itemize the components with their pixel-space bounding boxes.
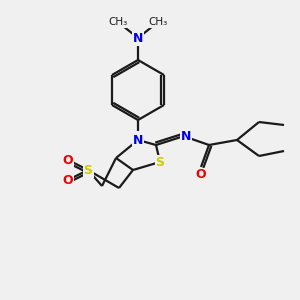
Text: O: O — [196, 169, 206, 182]
Text: CH₃: CH₃ — [108, 17, 128, 27]
Text: N: N — [133, 134, 143, 146]
Text: N: N — [181, 130, 191, 143]
Text: CH₃: CH₃ — [148, 17, 168, 27]
Text: S: S — [155, 155, 164, 169]
Text: O: O — [63, 173, 73, 187]
Text: N: N — [133, 131, 143, 145]
Text: N: N — [133, 32, 143, 44]
Text: O: O — [63, 154, 73, 166]
Text: S: S — [83, 164, 92, 176]
